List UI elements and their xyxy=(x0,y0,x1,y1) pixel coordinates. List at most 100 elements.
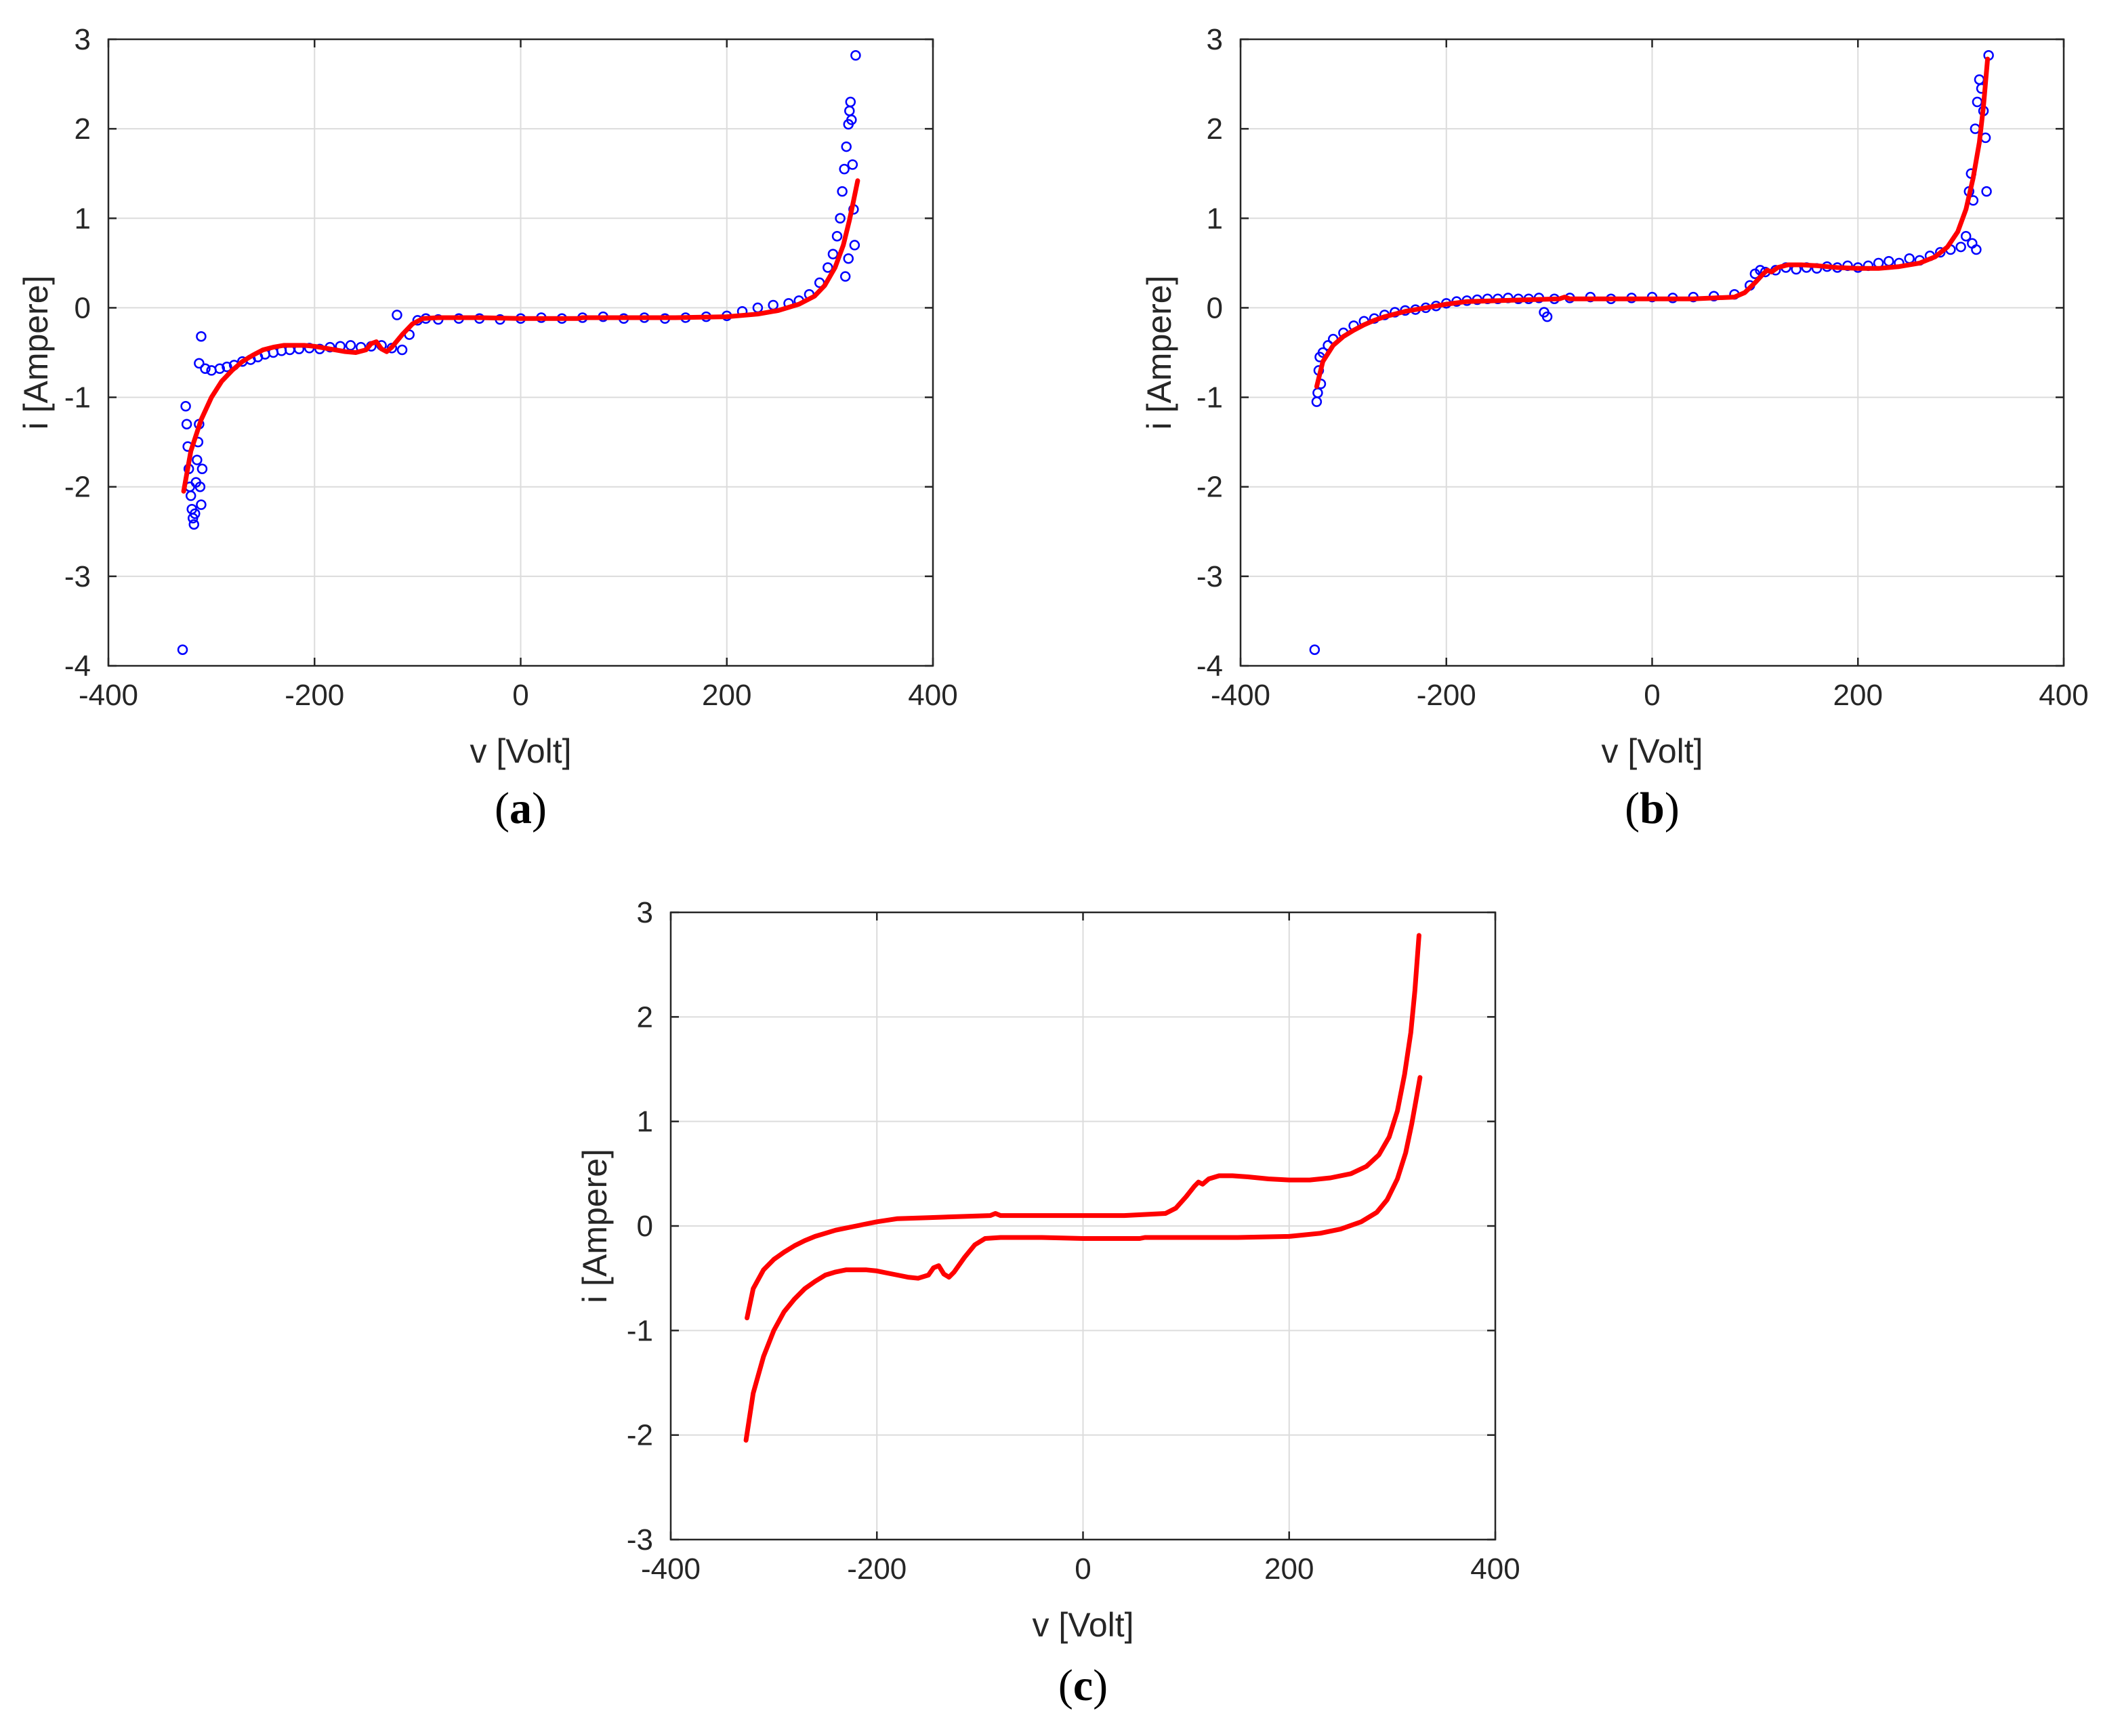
x-tick-label: 400 xyxy=(908,679,957,712)
y-tick-label: 0 xyxy=(1207,291,1223,324)
y-tick-label: -1 xyxy=(1197,381,1223,415)
scatter-point xyxy=(185,490,196,501)
y-tick-label: -3 xyxy=(1197,560,1223,593)
scatter-point xyxy=(396,344,408,356)
y-tick-label: -1 xyxy=(64,381,91,415)
y-tick-label: 3 xyxy=(75,23,91,56)
scatter-point xyxy=(1955,241,1966,253)
y-tick-label: 3 xyxy=(1207,23,1223,56)
scatter-point xyxy=(196,463,208,475)
scatter-point xyxy=(194,358,205,369)
y-tick-label: 0 xyxy=(75,291,91,324)
fit-curve-2 xyxy=(743,1075,1423,1443)
panel-b: -400 -200 0 200 400 -4 -3 -2 -1 0 1 2 3 v [Volt] i [Am… xyxy=(1140,23,2089,833)
x-tick-label: -400 xyxy=(1211,679,1270,712)
panel-caption-letter: b xyxy=(1640,784,1665,833)
scatter-point xyxy=(1935,247,1946,258)
scatter-point xyxy=(827,249,839,259)
x-tick-label: 0 xyxy=(1075,1552,1091,1586)
plot-area xyxy=(743,933,1423,1443)
fit-curve-2 xyxy=(1314,56,1991,389)
y-tick-label: 1 xyxy=(637,1105,653,1139)
y-tick-label: -3 xyxy=(64,560,91,593)
x-tick-label: -400 xyxy=(641,1552,701,1586)
scatter-point xyxy=(837,186,848,197)
x-tick-label: -200 xyxy=(847,1552,907,1586)
panel-caption-letter: a xyxy=(509,784,532,833)
scatter-point xyxy=(1312,387,1323,398)
y-tick-label: -2 xyxy=(1197,471,1223,504)
scatter-point xyxy=(1884,255,1894,267)
panel-caption: (b) xyxy=(1625,784,1680,833)
y-tick-label: -1 xyxy=(627,1314,653,1347)
plot-area xyxy=(1309,50,1994,655)
scatter-point xyxy=(177,644,188,655)
y-axis-label: i [Ampere] xyxy=(17,276,55,430)
y-tick-label: 3 xyxy=(637,896,653,929)
scatter-point xyxy=(200,363,211,375)
scatter-point xyxy=(194,481,206,492)
panel-caption: (c) xyxy=(1058,1661,1108,1710)
scatter-series-measured xyxy=(177,50,861,655)
y-tick-label: -3 xyxy=(627,1523,653,1557)
y-axis-label: i [Ampere] xyxy=(576,1149,614,1303)
x-tick-label: -200 xyxy=(285,679,344,712)
scatter-point xyxy=(188,519,200,530)
scatter-point xyxy=(841,141,852,152)
scatter-point xyxy=(847,159,858,170)
x-tick-label: -200 xyxy=(1417,679,1476,712)
scatter-point xyxy=(1960,230,1972,242)
x-axis-label: v [Volt] xyxy=(1601,732,1703,770)
fit-curve-1 xyxy=(745,933,1421,1321)
scatter-point xyxy=(844,105,855,117)
panel-caption: (a) xyxy=(495,784,547,833)
scatter-point xyxy=(196,499,207,510)
x-axis-label: v [Volt] xyxy=(470,732,571,770)
scatter-point xyxy=(849,240,860,251)
scatter-point xyxy=(192,454,203,465)
scatter-point xyxy=(1981,186,1992,197)
x-tick-label: 200 xyxy=(1264,1552,1314,1586)
scatter-point xyxy=(392,310,402,320)
scatter-point xyxy=(823,262,833,273)
scatter-point xyxy=(850,50,861,61)
x-tick-label: 200 xyxy=(1833,679,1883,712)
y-tick-label: -4 xyxy=(64,650,91,683)
y-tick-label: -2 xyxy=(64,471,91,504)
scatter-point xyxy=(1309,644,1320,655)
plot-area xyxy=(177,50,861,655)
y-tick-label: 2 xyxy=(637,1000,653,1034)
y-tick-label: 1 xyxy=(1207,202,1223,235)
y-tick-label: 2 xyxy=(1207,112,1223,146)
scatter-point xyxy=(1971,244,1982,255)
scatter-point xyxy=(1904,253,1915,264)
scatter-point xyxy=(180,401,191,412)
scatter-point xyxy=(839,163,850,175)
panel-caption-letter: c xyxy=(1073,1661,1093,1710)
scatter-point xyxy=(846,114,857,125)
scatter-point xyxy=(222,361,232,373)
x-tick-label: 0 xyxy=(512,679,528,712)
scatter-point xyxy=(835,213,846,224)
scatter-point xyxy=(181,419,192,429)
scatter-point xyxy=(845,96,856,108)
scatter-point xyxy=(843,253,854,264)
scatter-point xyxy=(196,331,207,342)
scatter-point xyxy=(1974,74,1985,85)
y-tick-label: 0 xyxy=(637,1210,653,1243)
fit-curve-2 xyxy=(181,178,860,494)
scatter-point xyxy=(190,508,201,520)
x-tick-label: -400 xyxy=(79,679,138,712)
panel-a: -400 -200 0 200 400 -4 -3 -2 -1 0 1 2 3 v [Volt] i [Am… xyxy=(17,23,958,833)
scatter-point xyxy=(214,363,226,375)
x-tick-label: 400 xyxy=(1470,1552,1520,1586)
scatter-point xyxy=(1311,396,1323,407)
y-tick-label: -2 xyxy=(627,1419,653,1452)
x-axis-label: v [Volt] xyxy=(1032,1606,1133,1644)
y-tick-label: 1 xyxy=(75,202,91,235)
x-tick-label: 200 xyxy=(702,679,751,712)
y-axis-label: i [Ampere] xyxy=(1140,276,1178,430)
scatter-point xyxy=(831,230,843,242)
scatter-point xyxy=(839,271,851,282)
